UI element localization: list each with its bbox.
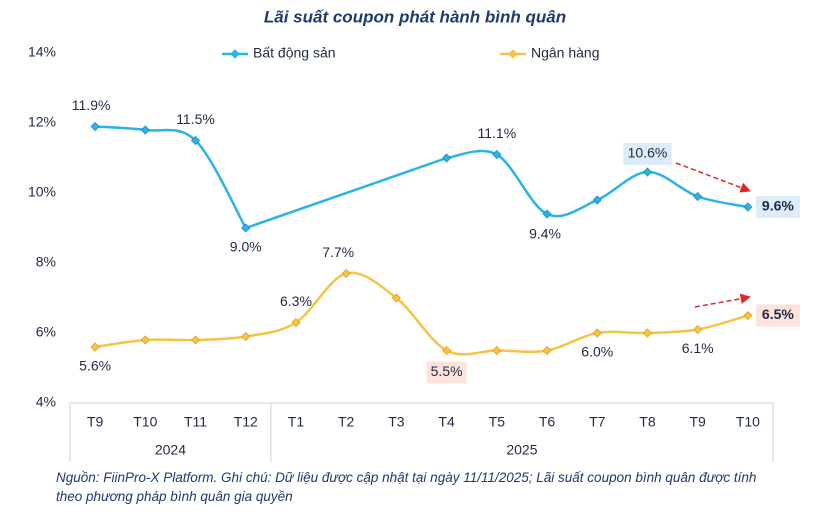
legend-label: Bất động sản	[253, 45, 336, 61]
data-point	[442, 345, 452, 356]
x-tick-label: T7	[589, 414, 606, 430]
data-point	[642, 167, 653, 177]
x-tick-label: T10	[736, 414, 760, 430]
data-point	[190, 335, 201, 345]
data-point	[391, 293, 401, 303]
data-point	[642, 328, 653, 338]
data-point	[90, 121, 100, 132]
y-tick-label: 4%	[36, 394, 56, 410]
data-point	[693, 324, 703, 335]
label-box	[755, 196, 800, 218]
x-tick-label: T12	[234, 414, 258, 430]
x-tick-label: T3	[388, 414, 405, 430]
data-point	[743, 202, 753, 212]
data-point	[592, 195, 602, 205]
data-label: 5.6%	[79, 358, 111, 374]
x-tick-label: T5	[489, 414, 506, 430]
data-point	[592, 328, 602, 338]
legend-marker	[230, 49, 240, 59]
data-label: 10.6%	[628, 145, 668, 161]
data-point	[241, 223, 251, 233]
x-tick-label: T8	[639, 414, 656, 430]
data-label: 11.9%	[72, 97, 111, 113]
data-point	[140, 125, 150, 135]
data-point	[542, 209, 552, 219]
data-label: 5.5%	[431, 363, 463, 379]
footnote-line: theo phương pháp bình quân gia quyền	[56, 489, 293, 504]
data-point	[542, 345, 552, 356]
x-tick-label: T9	[87, 414, 104, 430]
x-tick-label: T11	[184, 414, 207, 430]
label-box	[755, 304, 800, 327]
x-tick-label: T10	[133, 414, 157, 430]
data-point	[693, 191, 703, 202]
data-point	[492, 149, 502, 160]
y-tick-label: 12%	[28, 114, 56, 130]
data-label: 7.7%	[322, 244, 354, 260]
trend-arrow	[675, 162, 751, 193]
data-label: 6.0%	[581, 344, 613, 360]
data-point	[241, 331, 251, 342]
x-tick-label: T1	[288, 414, 305, 430]
series-line	[446, 149, 749, 218]
group-label: 2024	[155, 442, 186, 458]
y-tick-label: 8%	[36, 254, 56, 270]
data-label: 11.1%	[477, 125, 516, 141]
data-label: 6.1%	[682, 340, 714, 356]
data-label: 9.6%	[762, 198, 794, 214]
y-tick-label: 14%	[28, 44, 56, 60]
data-point	[492, 345, 502, 356]
data-label: 6.5%	[762, 306, 794, 322]
series: 11.9% 11.5% 9.0% 11.1% 9.4% 10.6% 9.6%	[72, 97, 800, 255]
data-point	[341, 268, 351, 279]
chart: Lãi suất coupon phát hành bình quân 4% 6%…	[28, 7, 800, 462]
data-point	[140, 335, 150, 345]
footnote-line: Nguồn: FiinPro-X Platform. Ghi chú: Dữ l…	[56, 470, 757, 485]
series-line	[95, 125, 247, 229]
x-tick-label: T4	[438, 414, 455, 430]
x-tick-label: T2	[338, 414, 355, 430]
series-line	[94, 271, 749, 356]
y-tick-label: 10%	[28, 184, 56, 200]
data-label: 9.0%	[230, 239, 262, 255]
data-point	[291, 317, 301, 328]
data-point	[190, 135, 201, 146]
data-point	[442, 153, 452, 163]
legend-label: Ngân hàng	[531, 45, 600, 61]
footnote: Nguồn: FiinPro-X Platform. Ghi chú: Dữ l…	[56, 468, 826, 506]
series: 5.6% 6.3% 7.7% 5.5% 6.0% 6.1% 6.5%	[79, 244, 800, 384]
chart-title: Lãi suất coupon phát hành bình quân	[264, 7, 566, 26]
label-box	[426, 361, 467, 384]
group-label: 2025	[506, 442, 537, 458]
data-label: 9.4%	[529, 226, 561, 242]
x-tick-label: T9	[690, 414, 707, 430]
x-tick-label: T6	[539, 414, 556, 430]
gap-connector	[245, 156, 448, 230]
legend-marker	[508, 49, 518, 59]
data-point	[90, 342, 100, 352]
data-label: 6.3%	[280, 293, 312, 309]
data-point	[743, 310, 753, 321]
data-label: 11.5%	[176, 111, 215, 127]
trend-arrow	[694, 293, 752, 308]
label-box	[623, 143, 672, 165]
y-tick-label: 6%	[36, 324, 56, 340]
